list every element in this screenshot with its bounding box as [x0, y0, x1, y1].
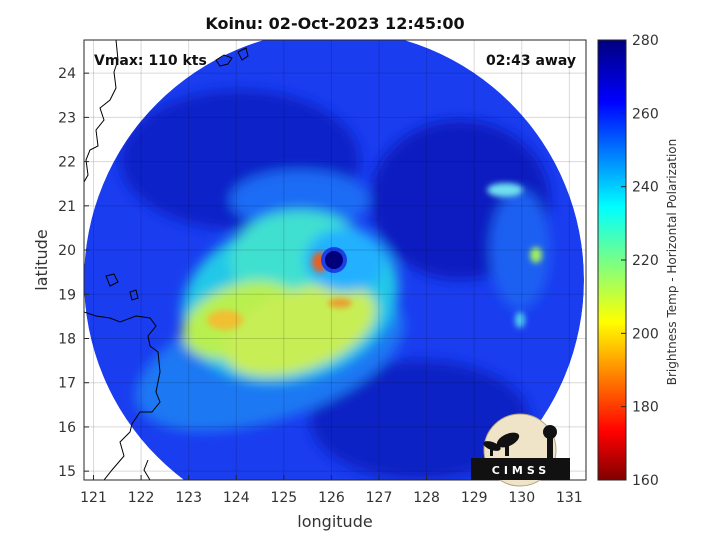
- colorbar-label: Brightness Temp - Horizontal Polarizatio…: [665, 139, 679, 386]
- satellite-swath: [84, 40, 584, 480]
- y-tick-label: 24: [58, 66, 76, 82]
- y-tick-label: 19: [58, 287, 76, 303]
- x-tick-label: 127: [366, 490, 393, 506]
- colorbar-tick-label: 160: [632, 473, 659, 489]
- x-tick-label: 123: [175, 490, 202, 506]
- x-tick-label: 121: [80, 490, 107, 506]
- axis-ticks: 121 122 123 124 125 126 127 128 129 130 131 24 23 22 2…: [58, 66, 583, 506]
- y-tick-label: 17: [58, 376, 76, 392]
- svg-text:CIMSS: CIMSS: [492, 464, 550, 477]
- colorbar-tick-label: 220: [632, 253, 659, 269]
- y-axis-label: latitude: [32, 229, 51, 290]
- page-title: Koinu: 02-Oct-2023 12:45:00: [205, 14, 465, 33]
- y-tick-label: 21: [58, 199, 76, 215]
- x-tick-label: 131: [556, 490, 583, 506]
- x-tick-label: 130: [508, 490, 535, 506]
- y-tick-label: 18: [58, 331, 76, 347]
- y-tick-label: 15: [58, 464, 76, 480]
- vmax-annotation: Vmax: 110 kts: [94, 53, 207, 69]
- x-tick-label: 129: [461, 490, 488, 506]
- coastlines: [84, 40, 249, 480]
- colorbar-tick-label: 180: [632, 400, 659, 416]
- water-tower-icon: [543, 425, 557, 439]
- x-axis-label: longitude: [297, 512, 372, 531]
- colorbar-ticks: 280 260 240 220 200 180 160: [621, 33, 659, 489]
- x-tick-label: 126: [318, 490, 345, 506]
- colorbar-tick-label: 200: [632, 326, 659, 342]
- x-tick-label: 124: [223, 490, 250, 506]
- axes-frame: [83, 39, 587, 481]
- satellite-dish-icon: [496, 432, 520, 448]
- colorbar-tick-label: 240: [632, 180, 659, 196]
- y-tick-label: 16: [58, 420, 76, 436]
- x-tick-label: 122: [128, 490, 155, 506]
- y-tick-label: 20: [58, 243, 76, 259]
- colorbar-tick-label: 260: [632, 106, 659, 122]
- storm-eye: [325, 251, 343, 269]
- cimss-logo: CIMSS: [471, 413, 570, 487]
- time-away-annotation: 02:43 away: [486, 53, 576, 69]
- colorbar-tick-label: 280: [632, 33, 659, 49]
- x-tick-label: 128: [413, 490, 440, 506]
- y-tick-label: 22: [58, 155, 76, 171]
- x-tick-label: 125: [270, 490, 297, 506]
- y-tick-label: 23: [58, 110, 76, 126]
